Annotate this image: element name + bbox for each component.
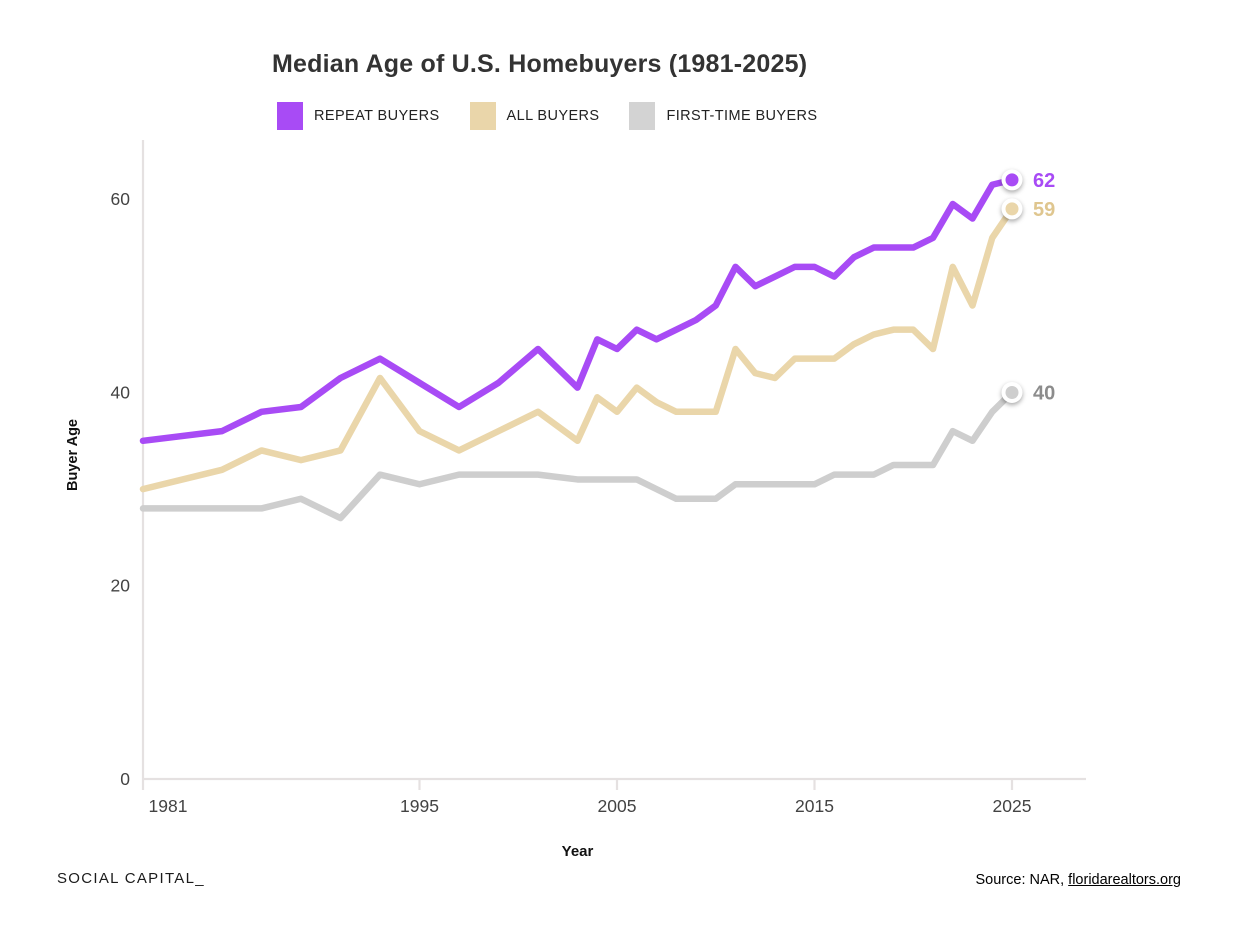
end-point-repeat-buyers: 62 (1001, 169, 1055, 192)
legend-item-repeat-buyers: REPEAT BUYERS (277, 102, 440, 130)
source-link[interactable]: floridarealtors.org (1068, 872, 1181, 888)
legend-swatch-repeat-buyers (277, 102, 303, 130)
legend-swatch-all-buyers (469, 102, 496, 130)
end-value-label: 59 (1033, 199, 1055, 221)
legend-label-repeat-buyers: REPEAT BUYERS (314, 108, 440, 124)
series-line-first-time-buyers (139, 389, 1016, 522)
x-tick-label: 2025 (993, 796, 1032, 816)
chart-title: Median Age of U.S. Homebuyers (1981-2025… (272, 50, 808, 78)
series-line-repeat-buyers (139, 176, 1016, 445)
x-tick-label: 2005 (598, 796, 637, 816)
source-prefix: Source: NAR, (975, 872, 1069, 888)
end-dot (1005, 202, 1019, 216)
legend-item-all-buyers: ALL BUYERS (469, 102, 600, 130)
end-dot (1005, 173, 1019, 187)
legend-label-first-time-buyers: FIRST-TIME BUYERS (666, 108, 818, 124)
y-tick-label: 20 (111, 576, 131, 596)
y-tick-label: 40 (111, 382, 131, 402)
legend-item-first-time-buyers: FIRST-TIME BUYERS (629, 102, 817, 130)
end-dot (1005, 385, 1019, 399)
x-tick-label: 2015 (795, 796, 834, 816)
y-axis-title: Buyer Age (65, 419, 81, 491)
end-value-label: 40 (1033, 382, 1055, 404)
legend: REPEAT BUYERS ALL BUYERS FIRST-TIME BUYE… (277, 102, 817, 130)
y-tick-label: 60 (111, 189, 131, 209)
legend-swatch-first-time-buyers (629, 102, 656, 130)
end-value-label: 62 (1033, 170, 1055, 192)
legend-label-all-buyers: ALL BUYERS (506, 108, 600, 124)
axes (141, 140, 1086, 790)
tick-labels: 0 20 40 60 1981 1995 2005 2015 2025 (111, 189, 1032, 816)
y-tick-label: 0 (120, 769, 130, 789)
x-tick-label: 1995 (400, 796, 439, 816)
x-axis-title: Year (561, 843, 594, 860)
source-note: Source: NAR, floridarealtors.org (976, 872, 1182, 888)
series-line-all-buyers (139, 205, 1016, 493)
end-point-first-time-buyers: 40 (1001, 381, 1055, 404)
end-point-all-buyers: 59 (1001, 198, 1055, 221)
x-tick-label: 1981 (149, 796, 188, 816)
brand-logo: SOCIAL CAPITAL_ (57, 870, 205, 887)
